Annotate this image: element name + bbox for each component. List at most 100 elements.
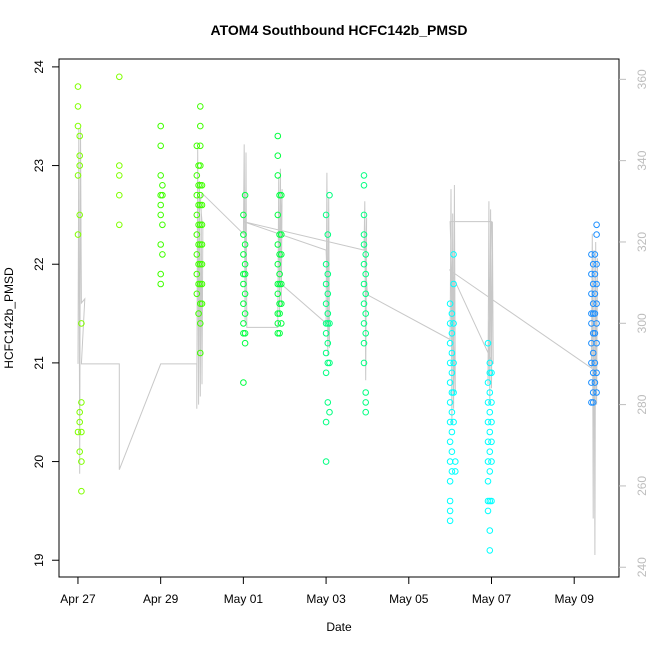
data-point — [484, 339, 492, 347]
data-point — [486, 448, 494, 456]
data-point — [197, 122, 204, 130]
data-point — [157, 211, 164, 219]
data-point — [157, 142, 164, 150]
data-point — [484, 497, 492, 505]
data-point — [486, 428, 494, 436]
data-point — [157, 201, 164, 209]
data-point — [362, 251, 370, 258]
data-point — [446, 497, 454, 505]
data-point — [193, 290, 201, 298]
data-point — [591, 251, 599, 258]
data-point — [446, 517, 454, 525]
data-point — [241, 339, 249, 347]
data-point — [74, 83, 82, 90]
data-point — [157, 270, 164, 278]
data-point — [484, 458, 492, 465]
data-point — [274, 260, 282, 268]
data-point — [197, 191, 204, 199]
data-point — [360, 172, 368, 179]
data-point — [591, 290, 599, 298]
data-point — [322, 330, 330, 337]
data-point — [324, 339, 332, 347]
data-point — [362, 399, 370, 406]
data-point — [274, 330, 282, 337]
data-point — [448, 369, 456, 377]
data-point — [278, 300, 285, 308]
data-point — [193, 211, 201, 219]
data-point — [360, 260, 368, 268]
data-point — [362, 330, 370, 337]
data-point — [278, 231, 285, 238]
data-point — [322, 211, 330, 219]
data-point — [159, 191, 166, 199]
data-point — [589, 260, 597, 268]
data-point — [274, 310, 282, 317]
data-point — [240, 300, 247, 308]
data-point — [488, 497, 495, 505]
data-point — [588, 379, 595, 386]
data-point — [593, 300, 600, 308]
data-point — [240, 251, 247, 258]
data-point — [326, 408, 333, 416]
data-point — [591, 270, 599, 278]
data-point — [278, 280, 285, 288]
y2-tick-label: 340 — [635, 150, 649, 170]
data-point — [157, 280, 164, 288]
data-point — [362, 270, 370, 278]
y2-tick-label: 320 — [635, 232, 649, 252]
data-point — [276, 330, 283, 337]
data-point — [322, 458, 330, 465]
data-point — [240, 280, 247, 288]
data-point — [159, 221, 166, 229]
data-point — [241, 260, 249, 268]
secondary-trace-line — [77, 128, 598, 556]
data-point — [484, 418, 492, 426]
data-point — [74, 172, 82, 179]
data-point — [241, 191, 249, 199]
y2-tick-label: 300 — [635, 313, 649, 333]
data-point — [446, 339, 454, 347]
data-point — [274, 241, 282, 248]
data-point — [360, 320, 368, 327]
data-point — [198, 182, 206, 189]
y-tick-label: 20 — [32, 455, 46, 469]
data-point — [450, 320, 457, 327]
data-point — [193, 231, 201, 238]
data-point — [593, 339, 600, 347]
data-point — [360, 300, 368, 308]
data-point — [193, 142, 201, 150]
secondary-trace-layer — [77, 128, 598, 556]
data-point — [324, 399, 332, 406]
data-point — [484, 438, 492, 446]
data-point — [588, 290, 595, 298]
data-point — [448, 349, 456, 357]
data-point — [593, 280, 600, 288]
data-point — [589, 280, 597, 288]
data-point — [448, 468, 456, 475]
y-tick-label: 19 — [32, 553, 46, 567]
data-point — [197, 103, 204, 110]
data-point — [159, 251, 166, 258]
data-point — [197, 162, 204, 169]
data-point — [198, 241, 206, 248]
x-tick-label: May 05 — [389, 592, 429, 606]
data-point — [241, 290, 249, 298]
y-tick-label: 21 — [32, 356, 46, 370]
data-point — [78, 399, 85, 406]
data-point — [198, 260, 206, 268]
data-point — [274, 132, 282, 140]
data-point — [446, 320, 454, 327]
data-point — [197, 349, 204, 357]
data-point — [589, 369, 597, 377]
data-point — [362, 310, 370, 317]
data-point — [198, 221, 206, 229]
data-point — [78, 458, 85, 465]
data-point — [588, 399, 595, 406]
data-point — [446, 359, 454, 367]
data-point — [274, 152, 282, 159]
data-point — [326, 191, 333, 199]
data-point — [116, 172, 123, 179]
data-point — [591, 310, 599, 317]
data-point — [448, 428, 456, 436]
data-point — [240, 211, 247, 219]
